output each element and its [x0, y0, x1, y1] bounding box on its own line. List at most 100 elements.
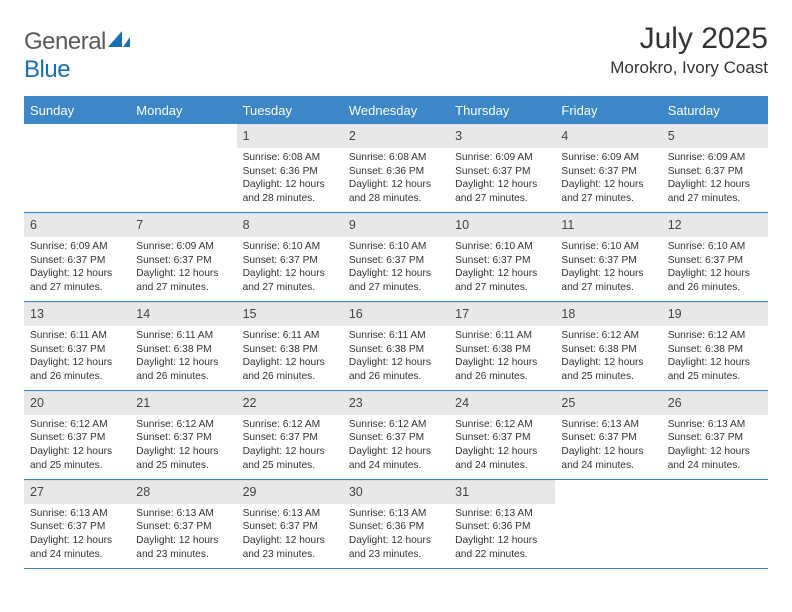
day-number: 23 [343, 391, 449, 415]
sunset-text: Sunset: 6:37 PM [30, 431, 124, 445]
daylight-text: Daylight: 12 hours and 23 minutes. [243, 534, 337, 562]
day-number: 8 [237, 213, 343, 237]
day-data: Sunrise: 6:11 AMSunset: 6:37 PMDaylight:… [24, 326, 130, 390]
sunset-text: Sunset: 6:37 PM [136, 431, 230, 445]
day-data: Sunrise: 6:11 AMSunset: 6:38 PMDaylight:… [343, 326, 449, 390]
calendar-cell [662, 480, 768, 568]
day-number: 4 [555, 124, 661, 148]
sunrise-text: Sunrise: 6:08 AM [243, 151, 337, 165]
week-row: 27Sunrise: 6:13 AMSunset: 6:37 PMDayligh… [24, 480, 768, 569]
week-row: 6Sunrise: 6:09 AMSunset: 6:37 PMDaylight… [24, 213, 768, 302]
day-number: 29 [237, 480, 343, 504]
day-header-fri: Friday [555, 98, 661, 124]
day-number: 11 [555, 213, 661, 237]
sunrise-text: Sunrise: 6:11 AM [30, 329, 124, 343]
day-data: Sunrise: 6:09 AMSunset: 6:37 PMDaylight:… [662, 148, 768, 212]
calendar-cell [130, 124, 236, 212]
sunrise-text: Sunrise: 6:09 AM [455, 151, 549, 165]
calendar-cell: 27Sunrise: 6:13 AMSunset: 6:37 PMDayligh… [24, 480, 130, 568]
sunset-text: Sunset: 6:38 PM [349, 343, 443, 357]
daylight-text: Daylight: 12 hours and 27 minutes. [455, 178, 549, 206]
sunrise-text: Sunrise: 6:13 AM [30, 507, 124, 521]
day-data: Sunrise: 6:12 AMSunset: 6:37 PMDaylight:… [237, 415, 343, 479]
day-data: Sunrise: 6:10 AMSunset: 6:37 PMDaylight:… [343, 237, 449, 301]
calendar-cell: 7Sunrise: 6:09 AMSunset: 6:37 PMDaylight… [130, 213, 236, 301]
day-data: Sunrise: 6:10 AMSunset: 6:37 PMDaylight:… [237, 237, 343, 301]
sunrise-text: Sunrise: 6:11 AM [349, 329, 443, 343]
day-header-sat: Saturday [662, 98, 768, 124]
day-number: 21 [130, 391, 236, 415]
daylight-text: Daylight: 12 hours and 22 minutes. [455, 534, 549, 562]
calendar-cell: 26Sunrise: 6:13 AMSunset: 6:37 PMDayligh… [662, 391, 768, 479]
sunrise-text: Sunrise: 6:09 AM [136, 240, 230, 254]
page-title: July 2025 [610, 22, 768, 56]
week-row: 1Sunrise: 6:08 AMSunset: 6:36 PMDaylight… [24, 124, 768, 213]
sunrise-text: Sunrise: 6:10 AM [668, 240, 762, 254]
title-block: July 2025 Morokro, Ivory Coast [610, 22, 768, 78]
sunrise-text: Sunrise: 6:13 AM [136, 507, 230, 521]
day-data: Sunrise: 6:13 AMSunset: 6:37 PMDaylight:… [130, 504, 236, 568]
sunrise-text: Sunrise: 6:12 AM [668, 329, 762, 343]
sunrise-text: Sunrise: 6:12 AM [243, 418, 337, 432]
calendar-cell: 25Sunrise: 6:13 AMSunset: 6:37 PMDayligh… [555, 391, 661, 479]
sunrise-text: Sunrise: 6:13 AM [455, 507, 549, 521]
sunrise-text: Sunrise: 6:10 AM [243, 240, 337, 254]
sunset-text: Sunset: 6:37 PM [243, 431, 337, 445]
day-number: 20 [24, 391, 130, 415]
sunrise-text: Sunrise: 6:09 AM [30, 240, 124, 254]
day-data: Sunrise: 6:13 AMSunset: 6:37 PMDaylight:… [24, 504, 130, 568]
sunset-text: Sunset: 6:36 PM [349, 165, 443, 179]
sunset-text: Sunset: 6:36 PM [455, 520, 549, 534]
calendar-cell: 18Sunrise: 6:12 AMSunset: 6:38 PMDayligh… [555, 302, 661, 390]
day-data: Sunrise: 6:12 AMSunset: 6:37 PMDaylight:… [343, 415, 449, 479]
sunrise-text: Sunrise: 6:10 AM [561, 240, 655, 254]
day-data: Sunrise: 6:09 AMSunset: 6:37 PMDaylight:… [130, 237, 236, 301]
daylight-text: Daylight: 12 hours and 27 minutes. [561, 178, 655, 206]
sunset-text: Sunset: 6:38 PM [243, 343, 337, 357]
daylight-text: Daylight: 12 hours and 27 minutes. [668, 178, 762, 206]
day-header-thu: Thursday [449, 98, 555, 124]
calendar: Sunday Monday Tuesday Wednesday Thursday… [24, 96, 768, 569]
day-number: 26 [662, 391, 768, 415]
calendar-cell: 31Sunrise: 6:13 AMSunset: 6:36 PMDayligh… [449, 480, 555, 568]
calendar-cell [24, 124, 130, 212]
day-number: 1 [237, 124, 343, 148]
sunset-text: Sunset: 6:38 PM [136, 343, 230, 357]
day-data: Sunrise: 6:10 AMSunset: 6:37 PMDaylight:… [555, 237, 661, 301]
calendar-cell: 28Sunrise: 6:13 AMSunset: 6:37 PMDayligh… [130, 480, 236, 568]
sunset-text: Sunset: 6:37 PM [455, 165, 549, 179]
day-data: Sunrise: 6:13 AMSunset: 6:36 PMDaylight:… [343, 504, 449, 568]
day-number: 5 [662, 124, 768, 148]
daylight-text: Daylight: 12 hours and 26 minutes. [668, 267, 762, 295]
day-header-tue: Tuesday [237, 98, 343, 124]
week-row: 20Sunrise: 6:12 AMSunset: 6:37 PMDayligh… [24, 391, 768, 480]
sunrise-text: Sunrise: 6:12 AM [136, 418, 230, 432]
sunset-text: Sunset: 6:37 PM [561, 431, 655, 445]
day-headers-row: Sunday Monday Tuesday Wednesday Thursday… [24, 98, 768, 124]
sunset-text: Sunset: 6:37 PM [30, 254, 124, 268]
sunrise-text: Sunrise: 6:12 AM [455, 418, 549, 432]
day-data: Sunrise: 6:12 AMSunset: 6:38 PMDaylight:… [662, 326, 768, 390]
calendar-cell: 16Sunrise: 6:11 AMSunset: 6:38 PMDayligh… [343, 302, 449, 390]
daylight-text: Daylight: 12 hours and 28 minutes. [349, 178, 443, 206]
sunset-text: Sunset: 6:37 PM [455, 254, 549, 268]
sunset-text: Sunset: 6:38 PM [561, 343, 655, 357]
sunrise-text: Sunrise: 6:11 AM [243, 329, 337, 343]
day-number: 17 [449, 302, 555, 326]
sunset-text: Sunset: 6:37 PM [30, 343, 124, 357]
daylight-text: Daylight: 12 hours and 27 minutes. [243, 267, 337, 295]
daylight-text: Daylight: 12 hours and 25 minutes. [136, 445, 230, 473]
calendar-cell: 23Sunrise: 6:12 AMSunset: 6:37 PMDayligh… [343, 391, 449, 479]
day-number: 12 [662, 213, 768, 237]
daylight-text: Daylight: 12 hours and 27 minutes. [30, 267, 124, 295]
calendar-cell: 12Sunrise: 6:10 AMSunset: 6:37 PMDayligh… [662, 213, 768, 301]
day-data: Sunrise: 6:12 AMSunset: 6:37 PMDaylight:… [449, 415, 555, 479]
calendar-cell: 9Sunrise: 6:10 AMSunset: 6:37 PMDaylight… [343, 213, 449, 301]
day-number: 13 [24, 302, 130, 326]
sunrise-text: Sunrise: 6:12 AM [349, 418, 443, 432]
daylight-text: Daylight: 12 hours and 26 minutes. [455, 356, 549, 384]
day-number: 10 [449, 213, 555, 237]
sunset-text: Sunset: 6:37 PM [561, 165, 655, 179]
daylight-text: Daylight: 12 hours and 24 minutes. [30, 534, 124, 562]
daylight-text: Daylight: 12 hours and 24 minutes. [349, 445, 443, 473]
